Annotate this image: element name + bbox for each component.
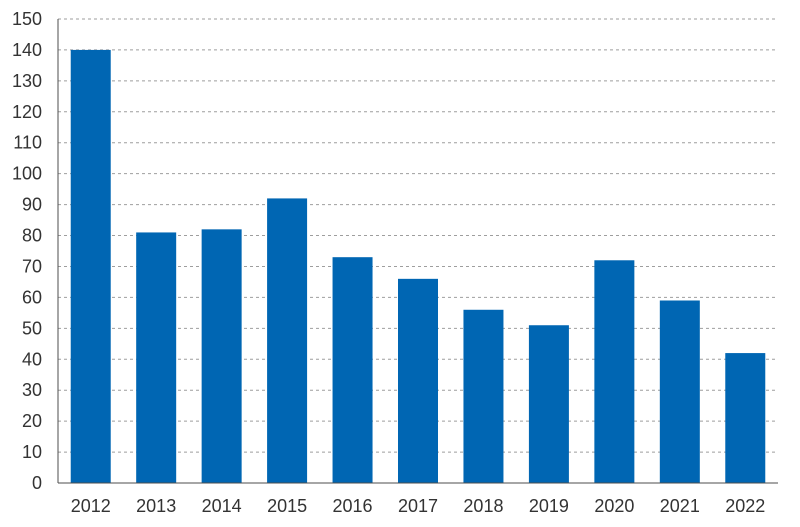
bar-2013 <box>136 232 177 483</box>
y-tick-label: 110 <box>13 133 42 153</box>
y-tick-label: 140 <box>12 40 42 60</box>
bars <box>70 49 766 483</box>
bar-2018 <box>463 309 504 483</box>
bar-2016 <box>332 257 373 483</box>
x-tick-label: 2021 <box>660 496 700 516</box>
bar-2012 <box>70 49 111 483</box>
x-tick-label: 2014 <box>202 496 242 516</box>
y-tick-label: 70 <box>22 256 42 276</box>
x-tick-label: 2019 <box>529 496 569 516</box>
x-tick-label: 2015 <box>267 496 307 516</box>
y-tick-label: 50 <box>22 318 42 338</box>
bar-2022 <box>725 353 766 483</box>
x-tick-label: 2017 <box>398 496 438 516</box>
bar-2021 <box>659 300 700 483</box>
y-tick-label: 130 <box>12 71 42 91</box>
bar-2019 <box>528 325 569 483</box>
x-tick-label: 2018 <box>463 496 503 516</box>
y-tick-label: 30 <box>22 380 42 400</box>
y-tick-label: 150 <box>12 9 42 29</box>
y-tick-label: 60 <box>22 287 42 307</box>
x-axis-tick-labels: 2012 2013 2014 2015 2016 2017 2018 2019 2020 2021… <box>71 496 766 516</box>
y-tick-label: 100 <box>12 164 42 184</box>
y-tick-label: 120 <box>12 102 42 122</box>
y-tick-label: 20 <box>22 411 42 431</box>
x-tick-label: 2020 <box>594 496 634 516</box>
x-tick-label: 2013 <box>136 496 176 516</box>
bar-2015 <box>267 198 308 483</box>
bar-2020 <box>594 260 635 483</box>
y-tick-label: 10 <box>22 442 42 462</box>
bar-2017 <box>398 278 438 483</box>
y-tick-label: 90 <box>22 195 42 215</box>
x-tick-label: 2016 <box>333 496 373 516</box>
x-tick-label: 2012 <box>71 496 111 516</box>
y-tick-label: 80 <box>22 226 42 246</box>
y-tick-label: 40 <box>22 349 42 369</box>
bar-2014 <box>201 229 242 483</box>
y-axis-tick-labels: 0 10 20 30 40 50 60 70 80 90 100 110 120 130 140 150 <box>12 9 42 493</box>
y-tick-label: 0 <box>32 473 42 493</box>
x-tick-label: 2022 <box>725 496 765 516</box>
